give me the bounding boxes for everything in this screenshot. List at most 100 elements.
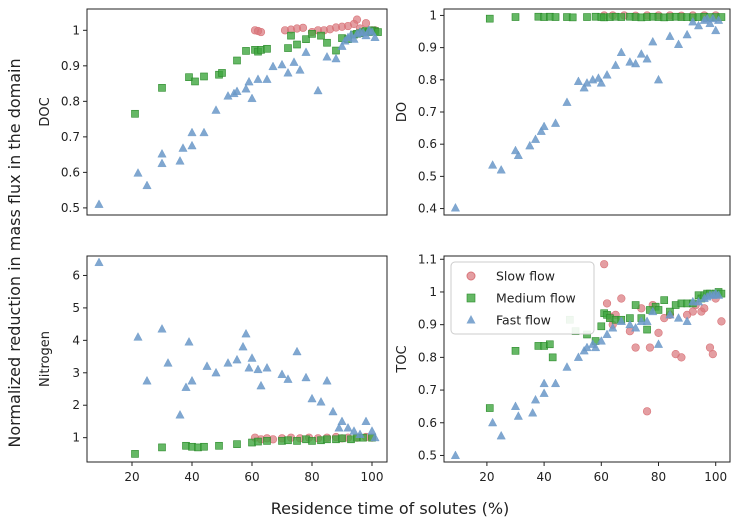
- medium-flow-point: [263, 437, 271, 445]
- y-tick-label: 0.7: [418, 383, 437, 397]
- fast-flow-point: [361, 416, 371, 425]
- slow-flow-point: [700, 304, 709, 313]
- x-tick-label: 100: [704, 470, 727, 484]
- medium-flow-point: [131, 109, 139, 118]
- medium-flow-point: [338, 434, 346, 443]
- fast-flow-point: [714, 290, 724, 299]
- fast-flow-point: [211, 367, 221, 377]
- legend-triangle-marker: [466, 315, 476, 324]
- medium-flow-point: [263, 44, 271, 53]
- y-tick-label: 0.4: [418, 202, 437, 216]
- x-tick-label: 80: [304, 470, 319, 484]
- fast-flow-point: [530, 394, 541, 404]
- fast-flow-point: [262, 362, 272, 372]
- legend-circle-marker: [466, 271, 476, 281]
- y-tick-label: 0.9: [418, 318, 437, 332]
- fast-flow-point: [247, 353, 257, 362]
- fast-flow-point: [631, 323, 641, 332]
- slow-flow-point: [352, 15, 362, 24]
- fast-flow-point: [199, 127, 209, 137]
- fast-flow-point: [513, 411, 523, 420]
- fast-flow-point: [496, 165, 506, 174]
- fast-flow-point: [673, 313, 684, 322]
- fast-flow-point: [648, 306, 658, 316]
- fast-flow-point: [602, 70, 612, 79]
- fast-flow-point: [625, 319, 635, 329]
- x-tick-label: 20: [479, 470, 494, 484]
- x-tick-label: 60: [244, 470, 259, 484]
- fast-flow-point: [211, 105, 221, 114]
- slow-flow-point: [645, 343, 655, 352]
- slow-flow-point: [602, 299, 612, 308]
- fast-flow-point: [653, 339, 664, 348]
- legend-box: [450, 261, 595, 335]
- fast-flow-point: [539, 378, 549, 388]
- fast-flow-point: [536, 126, 546, 135]
- fast-flow-point: [187, 127, 197, 137]
- fast-flow-point: [636, 49, 646, 58]
- medium-flow-point: [233, 56, 241, 65]
- y-tick-label: 0.8: [61, 94, 80, 108]
- fast-flow-point: [530, 134, 541, 143]
- medium-flow-point: [568, 13, 577, 22]
- axes-frame: [86, 8, 388, 216]
- panel-y-label: DO: [395, 102, 410, 122]
- y-tick-label: 0.7: [418, 105, 437, 119]
- x-tick-label: 40: [184, 470, 199, 484]
- y-tick-label: 1: [72, 431, 80, 445]
- fast-flow-point: [331, 53, 341, 63]
- fast-flow-point: [513, 150, 523, 159]
- axes-frame: [443, 8, 731, 216]
- fast-flow-point: [450, 450, 460, 459]
- fast-flow-point: [450, 202, 460, 212]
- medium-flow-point: [546, 340, 554, 349]
- medium-flow-point: [660, 296, 669, 304]
- fast-flow-point: [253, 74, 263, 83]
- y-tick-label: 4: [72, 333, 80, 347]
- fast-flow-point: [289, 57, 299, 66]
- medium-flow-point: [617, 13, 626, 21]
- fast-flow-point: [694, 20, 704, 30]
- medium-flow-point: [287, 31, 295, 40]
- medium-flow-point: [131, 450, 139, 458]
- fast-flow-point: [178, 143, 188, 152]
- y-tick-label: 5: [72, 301, 80, 315]
- figure-x-label: Residence time of solutes (%): [271, 499, 510, 518]
- medium-flow-point: [233, 440, 241, 448]
- y-tick-label: 0.7: [61, 130, 80, 144]
- legend-label-fast: Fast flow: [496, 313, 551, 328]
- fast-flow-point: [688, 296, 698, 306]
- fast-flow-point: [187, 375, 197, 385]
- fast-flow-point: [349, 34, 359, 43]
- fast-flow-point: [322, 52, 332, 61]
- slow-flow-point: [654, 328, 663, 337]
- fast-flow-point: [307, 393, 317, 403]
- fast-flow-point: [591, 342, 601, 352]
- fast-flow-point: [337, 416, 347, 425]
- y-tick-label: 3: [72, 366, 80, 380]
- axes-frame: [443, 255, 731, 463]
- fast-flow-point: [241, 328, 251, 338]
- y-tick-label: 1: [72, 23, 80, 37]
- fast-flow-point: [539, 388, 549, 397]
- fast-flow-point: [322, 375, 332, 385]
- fast-flow-point: [337, 41, 347, 50]
- medium-flow-point: [200, 72, 208, 81]
- fast-flow-point: [528, 408, 538, 417]
- fast-flow-point: [268, 61, 278, 71]
- y-tick-label: 0.5: [61, 201, 80, 215]
- fast-flow-point: [370, 32, 380, 41]
- medium-flow-point: [284, 436, 292, 445]
- fast-flow-point: [688, 16, 698, 26]
- fast-flow-point: [202, 361, 212, 370]
- fast-flow-point: [653, 74, 664, 84]
- fast-flow-point: [525, 140, 535, 150]
- fast-flow-point: [608, 323, 618, 332]
- fast-flow-point: [247, 93, 257, 103]
- y-tick-label: 0.9: [61, 59, 80, 73]
- y-tick-label: 1: [429, 8, 437, 22]
- fast-flow-point: [241, 83, 251, 93]
- slow-flow-point: [617, 294, 626, 303]
- fast-flow-point: [223, 358, 233, 367]
- fast-flow-point: [223, 91, 233, 100]
